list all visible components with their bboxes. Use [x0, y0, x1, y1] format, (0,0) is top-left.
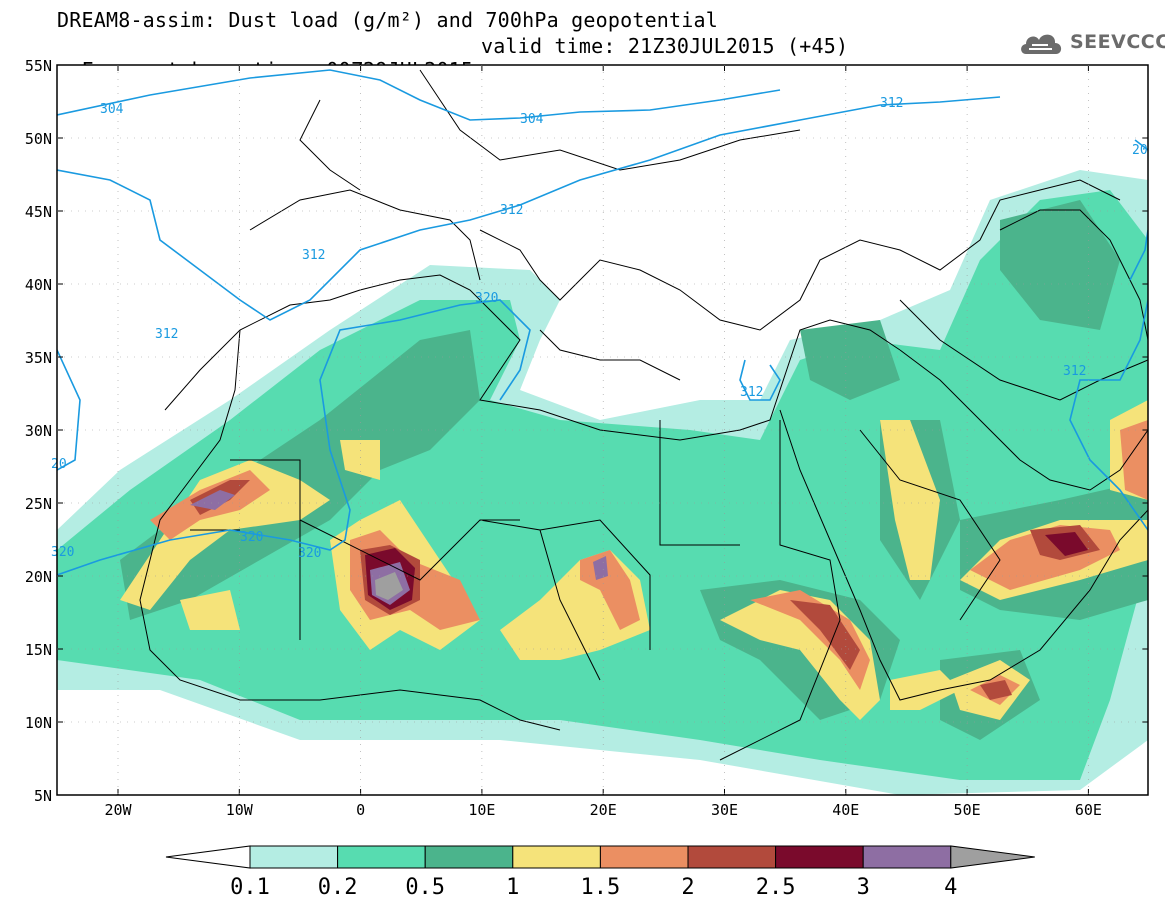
longitude-axis: 20W 10W 0 10E 20E 30E 40E 50E 60E — [104, 65, 1102, 819]
latitude-axis: 55N 50N 45N 40N 35N 30N 25N 20N 15N 10N 5N — [25, 57, 1148, 805]
colorbar-label: 1 — [506, 875, 519, 900]
lat-label: 25N — [25, 495, 52, 513]
contour-label: 320 — [51, 545, 74, 560]
colorbar: 0.1 0.2 0.5 1 1.5 2 2.5 3 4 — [165, 845, 1035, 900]
colorbar-label: 3 — [857, 875, 870, 900]
contour-label: 20 — [1132, 143, 1148, 158]
lon-label: 20W — [104, 801, 132, 819]
geopotential-contours — [57, 69, 1148, 576]
lat-label: 15N — [25, 641, 52, 659]
colorbar-segment — [424, 845, 514, 869]
colorbar-label: 0.1 — [230, 875, 270, 900]
lon-label: 10W — [226, 801, 254, 819]
contour-label: 312 — [740, 385, 763, 400]
contour-label: 312 — [880, 96, 903, 111]
lat-label: 45N — [25, 203, 52, 221]
contour-label: 304 — [520, 112, 544, 127]
dust-field — [57, 65, 1148, 795]
lon-label: 40E — [832, 801, 859, 819]
lat-label: 55N — [25, 57, 52, 75]
lon-label: 0 — [356, 801, 365, 819]
lat-label: 10N — [25, 714, 52, 732]
contour-label: 304 — [100, 102, 124, 117]
lat-label: 20N — [25, 568, 52, 586]
contour-labels: 304 304 312 312 320 312 312 312 320 320 312 320 20 20 — [51, 96, 1148, 561]
lat-label: 50N — [25, 130, 52, 148]
colorbar-label: 2 — [681, 875, 694, 900]
lon-label: 10E — [468, 801, 495, 819]
contour-label: 312 — [302, 248, 325, 263]
colorbar-label: 0.2 — [318, 875, 358, 900]
map-title: DREAM8-assim: Dust load (g/m²) and 700hP… — [57, 8, 719, 32]
lat-label: 35N — [25, 349, 52, 367]
colorbar-arrow-left — [165, 845, 251, 869]
colorbar-label: 0.5 — [405, 875, 445, 900]
colorbar-label: 4 — [944, 875, 957, 900]
lon-label: 50E — [954, 801, 981, 819]
colorbar-label: 1.5 — [581, 875, 621, 900]
contour-label: 320 — [475, 291, 498, 306]
colorbar-label: 2.5 — [756, 875, 796, 900]
logo-text: SEEVCCC — [1070, 31, 1165, 53]
colorbar-segment — [862, 845, 952, 869]
contour-label: 320 — [298, 546, 321, 561]
lat-label: 40N — [25, 276, 52, 294]
colorbar-segment — [337, 845, 426, 869]
lon-label: 20E — [590, 801, 617, 819]
colorbar-segment — [687, 845, 777, 869]
seevccc-logo: SEEVCCC — [1018, 28, 1165, 56]
colorbar-segment — [599, 845, 689, 869]
contour-label: 312 — [1063, 364, 1086, 379]
coastlines — [139, 69, 1148, 761]
colorbar-segment — [249, 845, 339, 869]
cloud-icon — [1021, 34, 1062, 54]
lat-label: 5N — [34, 787, 52, 805]
lon-label: 30E — [711, 801, 738, 819]
colorbar-segment — [775, 845, 864, 869]
contour-label: 20 — [51, 457, 67, 472]
colorbar-segment — [512, 845, 601, 869]
lat-label: 30N — [25, 422, 52, 440]
contour-label: 312 — [500, 203, 523, 218]
contour-label: 312 — [155, 327, 178, 342]
valid-time: valid time: 21Z30JUL2015 (+45) — [481, 34, 849, 58]
colorbar-arrow-right — [950, 845, 1035, 869]
contour-label: 320 — [240, 530, 263, 545]
lon-label: 60E — [1075, 801, 1102, 819]
